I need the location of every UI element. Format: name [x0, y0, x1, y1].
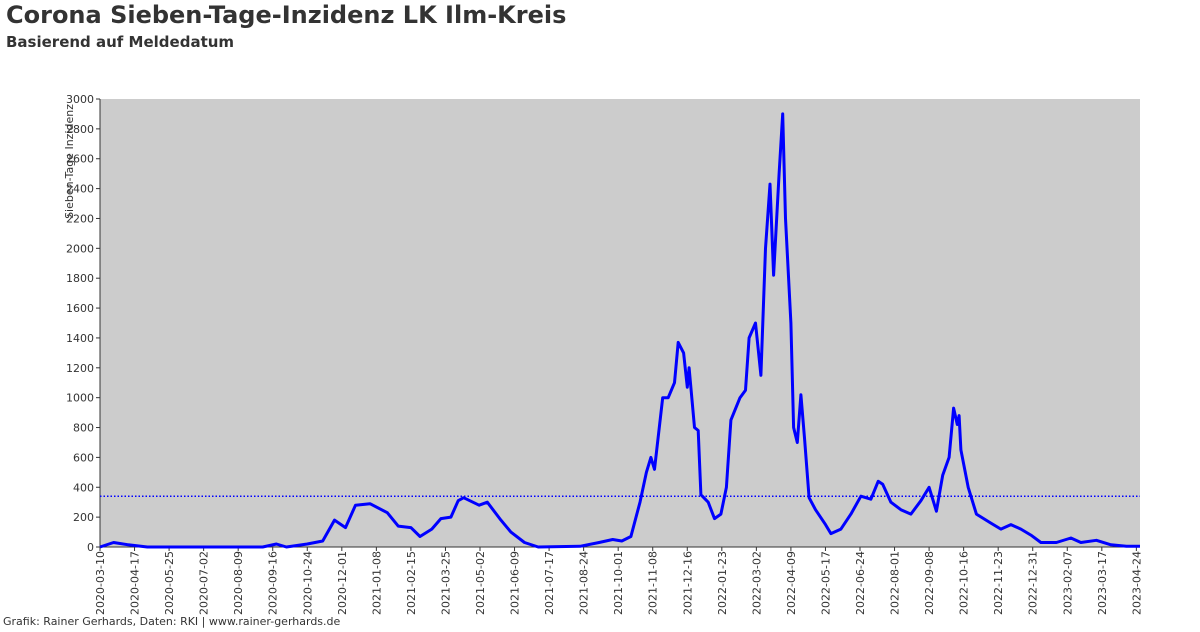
y-tick-label: 0 — [87, 541, 94, 554]
x-tick-label: 2022-09-08 — [923, 551, 936, 615]
y-tick-label: 2000 — [66, 242, 94, 255]
x-tick-label: 2020-07-02 — [198, 551, 211, 615]
y-tick-label: 1600 — [66, 302, 94, 315]
y-tick-label: 1200 — [66, 362, 94, 375]
x-tick-label: 2021-06-09 — [509, 551, 522, 615]
x-tick-label: 2023-03-17 — [1096, 551, 1109, 615]
x-tick-label: 2023-02-07 — [1061, 551, 1074, 615]
x-tick-label: 2020-08-09 — [232, 551, 245, 615]
x-tick-label: 2020-04-17 — [129, 551, 142, 615]
y-tick-label: 400 — [73, 481, 94, 494]
x-tick-label: 2021-11-08 — [647, 551, 660, 615]
y-tick-label: 1000 — [66, 392, 94, 405]
x-tick-label: 2020-03-10 — [94, 551, 107, 615]
y-tick-label: 2800 — [66, 123, 94, 136]
footer: Grafik: Rainer Gerhards, Daten: RKI | ww… — [3, 615, 341, 628]
y-tick-label: 600 — [73, 451, 94, 464]
x-tick-label: 2021-05-02 — [474, 551, 487, 615]
plot-area — [100, 99, 1140, 547]
x-tick-label: 2022-10-16 — [958, 551, 971, 615]
x-tick-label: 2020-09-16 — [267, 551, 280, 615]
x-tick-label: 2021-02-15 — [405, 551, 418, 615]
x-tick-label: 2020-12-01 — [336, 551, 349, 615]
y-tick-label: 200 — [73, 511, 94, 524]
x-tick-label: 2021-01-08 — [370, 551, 383, 615]
x-tick-label: 2022-05-17 — [819, 551, 832, 615]
y-tick-label: 2200 — [66, 212, 94, 225]
x-tick-label: 2022-01-23 — [716, 551, 729, 615]
y-tick-label: 1800 — [66, 272, 94, 285]
x-tick-label: 2021-12-16 — [681, 551, 694, 615]
y-tick-label: 2600 — [66, 153, 94, 166]
x-tick-label: 2022-06-24 — [854, 551, 867, 615]
x-tick-label: 2020-05-25 — [163, 551, 176, 615]
x-tick-label: 2022-03-02 — [750, 551, 763, 615]
x-tick-label: 2022-11-23 — [992, 551, 1005, 615]
x-tick-label: 2021-07-17 — [543, 551, 556, 615]
x-tick-label: 2020-10-24 — [301, 551, 314, 615]
y-tick-label: 800 — [73, 422, 94, 435]
chart-subtitle: Basierend auf Meldedatum — [6, 33, 234, 51]
x-tick-label: 2021-03-25 — [439, 551, 452, 615]
x-tick-label: 2023-04-24 — [1130, 551, 1143, 615]
data-line — [99, 112, 1140, 549]
x-tick-label: 2021-10-01 — [612, 551, 625, 615]
y-axis-label: Sieben-Tage Inzidenz — [63, 104, 76, 219]
y-tick-label: 2400 — [66, 183, 94, 196]
chart-title: Corona Sieben-Tage-Inzidenz LK Ilm-Kreis — [6, 1, 566, 29]
x-tick-label: 2022-04-09 — [785, 551, 798, 615]
x-tick-label: 2021-08-24 — [578, 551, 591, 615]
x-tick-label: 2022-12-31 — [1027, 551, 1040, 615]
y-tick-label: 3000 — [66, 93, 94, 106]
x-tick-label: 2022-08-01 — [889, 551, 902, 615]
y-tick-label: 1400 — [66, 332, 94, 345]
